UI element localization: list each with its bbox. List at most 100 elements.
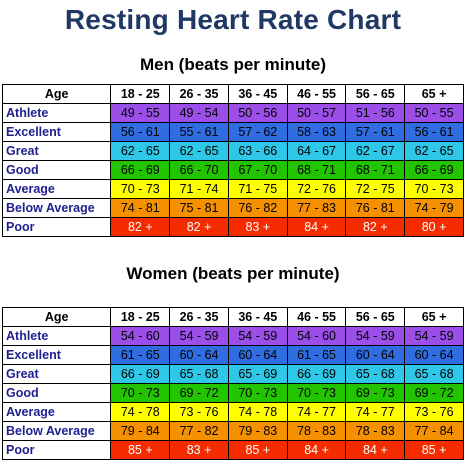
table-row: Good 70 - 73 69 - 72 70 - 73 70 - 73 69 - 73 6… — [1, 383, 464, 403]
age-group-header: 26 - 35 — [169, 307, 229, 327]
heart-rate-cell: 54 - 60 — [286, 326, 347, 346]
heart-rate-cell: 69 - 72 — [404, 383, 464, 403]
heart-rate-cell: 57 - 61 — [345, 122, 406, 142]
heart-rate-cell: 51 - 56 — [345, 103, 406, 123]
table-header-row: Age 18 - 25 26 - 35 36 - 45 46 - 55 56 -… — [1, 84, 464, 104]
heart-rate-cell: 83 + — [169, 440, 229, 460]
table-row: Below Average 79 - 84 77 - 82 79 - 83 78 - 8… — [1, 421, 464, 441]
heart-rate-cell: 49 - 55 — [110, 103, 171, 123]
heart-rate-cell: 62 - 65 — [110, 141, 171, 161]
heart-rate-cell: 66 - 69 — [110, 160, 171, 180]
category-label: Great — [1, 364, 112, 384]
heart-rate-cell: 85 + — [227, 440, 288, 460]
heart-rate-cell: 79 - 83 — [227, 421, 288, 441]
age-group-header: 18 - 25 — [110, 84, 171, 104]
heart-rate-cell: 54 - 59 — [404, 326, 464, 346]
heart-rate-cell: 73 - 76 — [169, 402, 229, 422]
heart-rate-cell: 84 + — [286, 440, 347, 460]
heart-rate-cell: 67 - 70 — [227, 160, 288, 180]
age-column-header: Age — [1, 307, 112, 327]
table-row: Excellent 56 - 61 55 - 61 57 - 62 58 - 63 57 … — [1, 122, 464, 142]
age-group-header: 56 - 65 — [345, 307, 406, 327]
category-label: Poor — [1, 217, 112, 237]
category-label: Good — [1, 160, 112, 180]
heart-rate-cell: 76 - 81 — [345, 198, 406, 218]
age-group-header: 26 - 35 — [169, 84, 229, 104]
age-group-header: 46 - 55 — [286, 84, 347, 104]
heart-rate-cell: 83 + — [227, 217, 288, 237]
heart-rate-cell: 49 - 54 — [169, 103, 229, 123]
table-row: Poor 85 +83 +85 +84 +84 +85 + — [1, 440, 464, 460]
heart-rate-cell: 60 - 64 — [345, 345, 406, 365]
men-section-heading: Men (beats per minute) — [139, 55, 327, 74]
category-label: Athlete — [1, 103, 112, 123]
heart-rate-cell: 50 - 55 — [404, 103, 464, 123]
heart-rate-cell: 66 - 69 — [404, 160, 464, 180]
table-row: Excellent 61 - 65 60 - 64 60 - 64 61 - 65 60 … — [1, 345, 464, 365]
heart-rate-cell: 63 - 66 — [227, 141, 288, 161]
heart-rate-cell: 82 + — [169, 217, 229, 237]
heart-rate-cell: 84 + — [286, 217, 347, 237]
age-column-header: Age — [1, 84, 112, 104]
category-label: Below Average — [1, 421, 112, 441]
age-group-header: 65 + — [404, 307, 464, 327]
heart-rate-cell: 54 - 59 — [345, 326, 406, 346]
heart-rate-cell: 77 - 82 — [169, 421, 229, 441]
heart-rate-cell: 56 - 61 — [110, 122, 171, 142]
heart-rate-cell: 78 - 83 — [286, 421, 347, 441]
heart-rate-cell: 72 - 75 — [345, 179, 406, 199]
heart-rate-cell: 60 - 64 — [404, 345, 464, 365]
category-label: Poor — [1, 440, 112, 460]
heart-rate-cell: 70 - 73 — [404, 179, 464, 199]
heart-rate-cell: 82 + — [345, 217, 406, 237]
table-row: Average 74 - 78 73 - 76 74 - 78 74 - 77 74 - … — [1, 402, 464, 422]
category-label: Average — [1, 402, 112, 422]
table-row: Athlete 54 - 60 54 - 59 54 - 59 54 - 60 54 - … — [1, 326, 464, 346]
age-group-header: 65 + — [404, 84, 464, 104]
heart-rate-cell: 70 - 73 — [227, 383, 288, 403]
table-row: Average 70 - 73 71 - 74 71 - 75 72 - 76 72 - … — [1, 179, 464, 199]
heart-rate-cell: 71 - 74 — [169, 179, 229, 199]
heart-rate-cell: 85 + — [404, 440, 464, 460]
heart-rate-cell: 54 - 59 — [227, 326, 288, 346]
heart-rate-cell: 78 - 83 — [345, 421, 406, 441]
women-section-heading: Women (beats per minute) — [126, 264, 340, 283]
heart-rate-cell: 65 - 68 — [404, 364, 464, 384]
heart-rate-cell: 69 - 72 — [169, 383, 229, 403]
heart-rate-cell: 72 - 76 — [286, 179, 347, 199]
table-row: Great 62 - 65 62 - 65 63 - 66 64 - 67 62 - 67… — [1, 141, 464, 161]
heart-rate-cell: 74 - 81 — [110, 198, 171, 218]
heart-rate-cell: 73 - 76 — [404, 402, 464, 422]
heart-rate-cell: 80 + — [404, 217, 464, 237]
heart-rate-cell: 61 - 65 — [286, 345, 347, 365]
heart-rate-cell: 76 - 82 — [227, 198, 288, 218]
heart-rate-cell: 60 - 64 — [227, 345, 288, 365]
heart-rate-cell: 57 - 62 — [227, 122, 288, 142]
heart-rate-cell: 77 - 83 — [286, 198, 347, 218]
heart-rate-cell: 61 - 65 — [110, 345, 171, 365]
page-title: Resting Heart Rate Chart — [64, 4, 402, 35]
heart-rate-cell: 79 - 84 — [110, 421, 171, 441]
heart-rate-cell: 69 - 73 — [345, 383, 406, 403]
heart-rate-cell: 65 - 68 — [345, 364, 406, 384]
age-group-header: 56 - 65 — [345, 84, 406, 104]
heart-rate-cell: 74 - 77 — [286, 402, 347, 422]
age-group-header: 46 - 55 — [286, 307, 347, 327]
table-row: Great 66 - 69 65 - 68 65 - 69 66 - 69 65 - 68… — [1, 364, 464, 384]
category-label: Great — [1, 141, 112, 161]
heart-rate-cell: 62 - 67 — [345, 141, 406, 161]
heart-rate-cell: 65 - 69 — [227, 364, 288, 384]
heart-rate-cell: 50 - 56 — [227, 103, 288, 123]
heart-rate-cell: 66 - 70 — [169, 160, 229, 180]
heart-rate-cell: 62 - 65 — [404, 141, 464, 161]
table-header-row: Age 18 - 25 26 - 35 36 - 45 46 - 55 56 -… — [1, 307, 464, 327]
heart-rate-cell: 84 + — [345, 440, 406, 460]
heart-rate-cell: 55 - 61 — [169, 122, 229, 142]
heart-rate-cell: 70 - 73 — [110, 179, 171, 199]
table-row: Poor 82 +82 +83 +84 +82 +80 + — [1, 217, 464, 237]
heart-rate-cell: 62 - 65 — [169, 141, 229, 161]
age-group-header: 36 - 45 — [227, 307, 288, 327]
table-row: Good 66 - 69 66 - 70 67 - 70 68 - 71 68 - 71 6… — [1, 160, 464, 180]
table-row: Athlete 49 - 55 49 - 54 50 - 56 50 - 57 51 - … — [1, 103, 464, 123]
